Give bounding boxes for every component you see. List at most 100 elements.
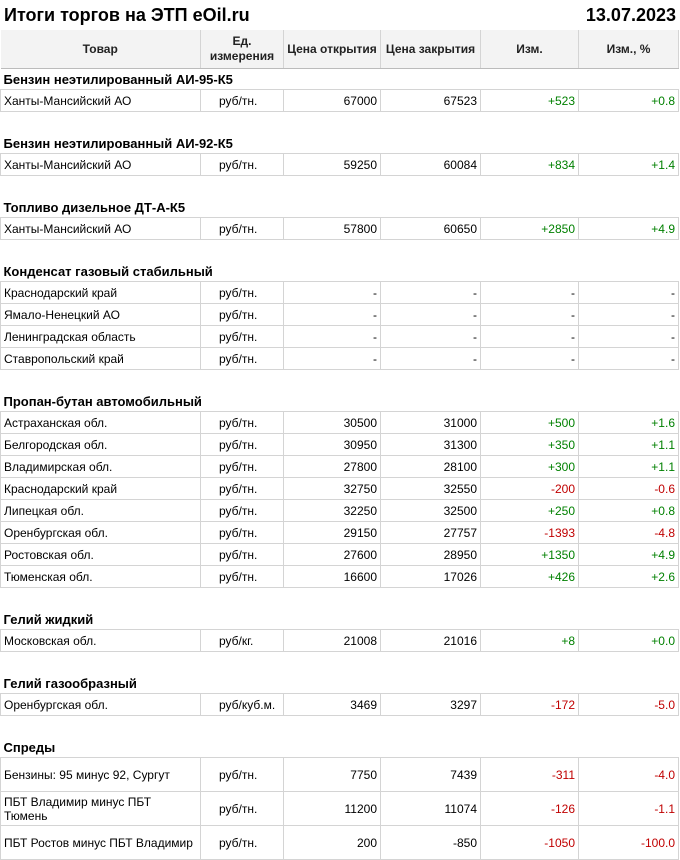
title-bar: Итоги торгов на ЭТП eOil.ru 13.07.2023 (0, 0, 680, 30)
column-header: Ед. измерения (200, 30, 284, 69)
unit: руб/тн. (200, 347, 284, 370)
section-title: Конденсат газовый стабильный (0, 261, 679, 282)
section-title: Топливо дизельное ДТ-А-К5 (0, 197, 679, 218)
section-row: Гелий газообразный (0, 673, 679, 694)
change: - (480, 325, 579, 348)
section-title: Бензин неэтилированный АИ-92-К5 (0, 133, 679, 154)
open-price: - (283, 325, 381, 348)
product: Оренбургская обл. (0, 693, 201, 716)
data-row: Ставропольский край руб/тн. - - - - (0, 347, 679, 370)
change-percent: -4.8 (578, 521, 679, 544)
change: +426 (480, 565, 579, 588)
close-price: 3297 (380, 693, 481, 716)
data-row: Бензины: 95 минус 92, Сургут руб/тн. 7750 7… (0, 757, 679, 792)
data-row: Ханты-Мансийский АО руб/тн. 57800 60650 +285… (0, 217, 679, 240)
data-row: Липецкая обл. руб/тн. 32250 32500 +250 +0.8 (0, 499, 679, 522)
product: Владимирская обл. (0, 455, 201, 478)
data-row: Ханты-Мансийский АО руб/тн. 59250 60084 +834… (0, 153, 679, 176)
change-percent: -100.0 (578, 825, 679, 860)
data-row: Оренбургская обл. руб/тн. 29150 27757 -1393-… (0, 521, 679, 544)
product: Тюменская обл. (0, 565, 201, 588)
product: Московская обл. (0, 629, 201, 652)
section-row: Топливо дизельное ДТ-А-К5 (0, 197, 679, 218)
change-percent: -5.0 (578, 693, 679, 716)
unit: руб/тн. (200, 477, 284, 500)
close-price: 60084 (380, 153, 481, 176)
data-row: Белгородская обл. руб/тн. 30950 31300 +350 +1… (0, 433, 679, 456)
spacer (1, 716, 679, 738)
close-price: 7439 (380, 757, 481, 792)
product: Краснодарский край (0, 281, 201, 304)
change-percent: - (578, 347, 679, 370)
open-price: 21008 (283, 629, 381, 652)
change: +250 (480, 499, 579, 522)
spacer (1, 652, 679, 674)
change: +350 (480, 433, 579, 456)
table-body: Бензин неэтилированный АИ-95-К5 Ханты-Ман… (0, 68, 679, 860)
data-row: Тюменская обл. руб/тн. 16600 17026 +426 +2.6 (0, 565, 679, 588)
change: -200 (480, 477, 579, 500)
change: -1393 (480, 521, 579, 544)
close-price: 32500 (380, 499, 481, 522)
unit: руб/тн. (200, 303, 284, 326)
close-price: - (380, 303, 481, 326)
section-title: Пропан-бутан автомобильный (0, 391, 679, 412)
open-price: 32250 (283, 499, 381, 522)
close-price: -850 (380, 825, 481, 860)
section-row: Бензин неэтилированный АИ-92-К5 (0, 133, 679, 154)
change: +500 (480, 411, 579, 434)
open-price: 29150 (283, 521, 381, 544)
open-price: 16600 (283, 565, 381, 588)
spacer-row (1, 240, 679, 262)
close-price: - (380, 281, 481, 304)
open-price: - (283, 347, 381, 370)
unit: руб/тн. (200, 825, 284, 860)
close-price: 32550 (380, 477, 481, 500)
close-price: 28100 (380, 455, 481, 478)
product: ПБТ Владимир минус ПБТ Тюмень (0, 791, 201, 826)
date: 13.07.2023 (585, 4, 676, 25)
open-price: 11200 (283, 791, 381, 826)
open-price: 27600 (283, 543, 381, 566)
column-header: Изм., % (578, 30, 679, 69)
change-percent: +1.1 (578, 455, 679, 478)
open-price: - (283, 303, 381, 326)
unit: руб/тн. (200, 217, 284, 240)
unit: руб/тн. (200, 433, 284, 456)
spacer (1, 370, 679, 392)
data-row: Ленинградская область руб/тн. - - - - (0, 325, 679, 348)
change: -172 (480, 693, 579, 716)
unit: руб/куб.м. (200, 693, 284, 716)
open-price: - (283, 281, 381, 304)
section-row: Бензин неэтилированный АИ-95-К5 (0, 68, 679, 90)
data-row: Московская обл. руб/кг. 21008 21016 +8 +0.0 (0, 629, 679, 652)
unit: руб/тн. (200, 791, 284, 826)
unit: руб/тн. (200, 325, 284, 348)
section-title: Гелий жидкий (0, 609, 679, 630)
data-row: Ростовская обл. руб/тн. 27600 28950 +1350 +4.… (0, 543, 679, 566)
change: - (480, 281, 579, 304)
data-row: Владимирская обл. руб/тн. 27800 28100 +300 +1… (0, 455, 679, 478)
column-header: Цена закрытия (380, 30, 481, 69)
change: +8 (480, 629, 579, 652)
close-price: - (380, 347, 481, 370)
product: Ханты-Мансийский АО (0, 89, 201, 112)
product: Бензины: 95 минус 92, Сургут (0, 757, 201, 792)
change: +1350 (480, 543, 579, 566)
section-row: Гелий жидкий (0, 609, 679, 630)
section-title: Гелий газообразный (0, 673, 679, 694)
change: +300 (480, 455, 579, 478)
open-price: 3469 (283, 693, 381, 716)
open-price: 57800 (283, 217, 381, 240)
unit: руб/тн. (200, 455, 284, 478)
section-title: Спреды (0, 737, 679, 758)
unit: руб/тн. (200, 565, 284, 588)
change-percent: -4.0 (578, 757, 679, 792)
close-price: 17026 (380, 565, 481, 588)
change-percent: +0.8 (578, 499, 679, 522)
change: -1050 (480, 825, 579, 860)
open-price: 27800 (283, 455, 381, 478)
data-row: Ханты-Мансийский АО руб/тн. 67000 67523 +523… (0, 89, 679, 112)
change-percent: +4.9 (578, 217, 679, 240)
unit: руб/кг. (200, 629, 284, 652)
